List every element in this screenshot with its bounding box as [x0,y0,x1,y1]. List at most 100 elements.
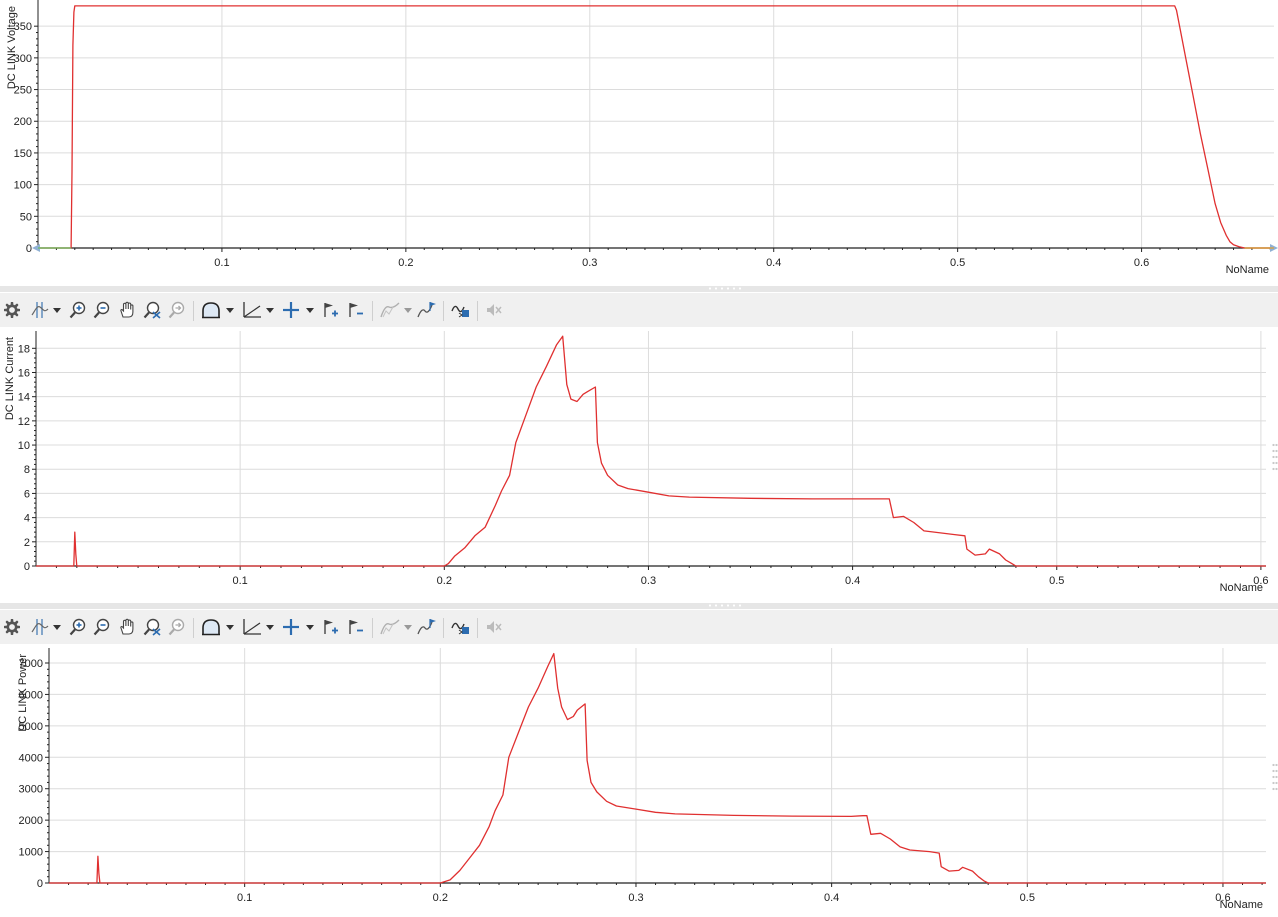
toolbar-separator [477,301,478,321]
curve-fit-disabled-icon[interactable] [378,615,402,639]
y-tick-label: 12 [18,416,30,428]
power-chart-panel: 0 1000 2000 3000 4000 5000 6000 7000 0.1 0.2 0.3 0.… [0,644,1278,917]
zoom-out-icon[interactable] [90,615,114,639]
y-tick-label: 350 [14,21,32,33]
pan-hand-icon[interactable] [115,298,139,322]
range-start-handle-icon[interactable] [32,244,40,252]
x-tick-label: 0.5 [1049,575,1064,587]
zoom-history-disabled-icon[interactable] [165,615,189,639]
grid [36,331,1266,566]
y-tick-label: 0 [26,243,32,255]
x-tick-label: 0.4 [766,257,781,269]
peak-marker-icon[interactable] [415,298,439,322]
splitter-grip-icon [707,604,743,607]
axis-icon[interactable] [240,615,264,639]
y-tick-label: 50 [20,211,32,223]
zoom-in-icon[interactable] [66,615,90,639]
x-axis-label: NoName [1220,582,1263,594]
splitter-1[interactable] [0,286,1278,292]
series-line[interactable] [49,652,1266,884]
x-tick-label: 0.2 [433,892,448,904]
series-line[interactable] [38,5,1274,249]
x-tick-label: 0.3 [582,257,597,269]
panel-resize-grip-icon[interactable] [1272,762,1278,792]
power-chart[interactable]: 0 1000 2000 3000 4000 5000 6000 7000 0.1 0.2 0.3 0.… [0,644,1278,917]
curve-style-dropdown-chevron-icon[interactable] [225,615,235,639]
add-marker-flag-icon[interactable] [319,615,343,639]
axis-dropdown-chevron-icon[interactable] [265,298,275,322]
zoom-reset-icon[interactable] [140,298,164,322]
y-tick-label: 4 [24,513,30,525]
x-axis-label: NoName [1226,264,1269,276]
toolbar-separator [443,618,444,638]
curve-fit-disabled-icon[interactable] [378,298,402,322]
voltage-chart[interactable]: 0 50 100 150 200 250 300 350 0.1 0.2 0.3 0.4 0.5 0.6 D… [0,0,1278,285]
x-tick-label: 0.2 [437,575,452,587]
y-tick-label: 2000 [19,815,43,827]
zoom-in-icon[interactable] [66,298,90,322]
x-tick-label: 0.1 [233,575,248,587]
zoom-history-disabled-icon[interactable] [165,298,189,322]
add-marker-flag-icon[interactable] [319,298,343,322]
grid [38,0,1274,248]
cursor-tool-icon[interactable] [28,298,52,322]
y-tick-label: 300 [14,53,32,65]
zoom-out-icon[interactable] [90,298,114,322]
curve-fit-dropdown-chevron-icon[interactable] [403,298,413,322]
x-tick-label: 0.6 [1253,575,1268,587]
current-chart-panel: 0 2 4 6 8 10 12 14 16 18 0.1 0.2 0.3 0.4 0.5 0.6 DC LINK… [0,327,1278,603]
panel-resize-grip-icon[interactable] [1272,442,1278,472]
voltage-chart-panel: 0 50 100 150 200 250 300 350 0.1 0.2 0.3 0.4 0.5 0.6 D… [0,0,1278,285]
cursor-dropdown-chevron-icon[interactable] [52,298,62,322]
y-tick-label: 8 [24,464,30,476]
add-cursor-plus-icon[interactable] [279,298,303,322]
axis-dropdown-chevron-icon[interactable] [265,615,275,639]
current-chart-toolbar [0,293,1278,328]
toolbar-separator [193,301,194,321]
x-axis-label: NoName [1220,899,1263,911]
y-tick-label: 18 [18,343,30,355]
y-tick-label: 150 [14,148,32,160]
x-tick-label: 0.6 [1215,892,1230,904]
settings-gear-icon[interactable] [0,615,24,639]
y-tick-label: 4000 [19,752,43,764]
y-tick-label: 6 [24,488,30,500]
x-tick-label: 0.1 [237,892,252,904]
axis-icon[interactable] [240,298,264,322]
zoom-reset-icon[interactable] [140,615,164,639]
grid [49,648,1266,883]
audio-mute-disabled-icon[interactable] [482,298,506,322]
y-tick-label: 7000 [19,658,43,670]
y-axis-label: DC LINK Current [4,337,16,420]
y-axis-label: DC LINK Voltage [6,6,18,89]
series-line[interactable] [36,335,1266,567]
add-cursor-plus-icon[interactable] [279,615,303,639]
cursor-tool-icon[interactable] [28,615,52,639]
peak-marker-icon[interactable] [415,615,439,639]
audio-mute-disabled-icon[interactable] [482,615,506,639]
remove-marker-flag-icon[interactable] [344,615,368,639]
pan-hand-icon[interactable] [115,615,139,639]
cursor-dropdown-chevron-icon[interactable] [52,615,62,639]
y-tick-label: 16 [18,367,30,379]
signal-select-icon[interactable] [449,615,473,639]
y-tick-label: 3000 [19,784,43,796]
curve-fit-dropdown-chevron-icon[interactable] [403,615,413,639]
current-chart[interactable]: 0 2 4 6 8 10 12 14 16 18 0.1 0.2 0.3 0.4 0.5 0.6 DC LINK… [0,327,1278,603]
splitter-2[interactable] [0,603,1278,609]
y-tick-label: 10 [18,440,30,452]
y-tick-label: 5000 [19,721,43,733]
add-cursor-dropdown-chevron-icon[interactable] [305,298,315,322]
curve-style-dropdown-chevron-icon[interactable] [225,298,235,322]
x-tick-label: 0.4 [824,892,839,904]
curve-style-icon[interactable] [199,298,223,322]
y-tick-label: 250 [14,85,32,97]
settings-gear-icon[interactable] [0,298,24,322]
toolbar-separator [372,301,373,321]
add-cursor-dropdown-chevron-icon[interactable] [305,615,315,639]
signal-select-icon[interactable] [449,298,473,322]
curve-style-icon[interactable] [199,615,223,639]
x-tick-label: 0.6 [1134,257,1149,269]
remove-marker-flag-icon[interactable] [344,298,368,322]
toolbar-separator [443,301,444,321]
